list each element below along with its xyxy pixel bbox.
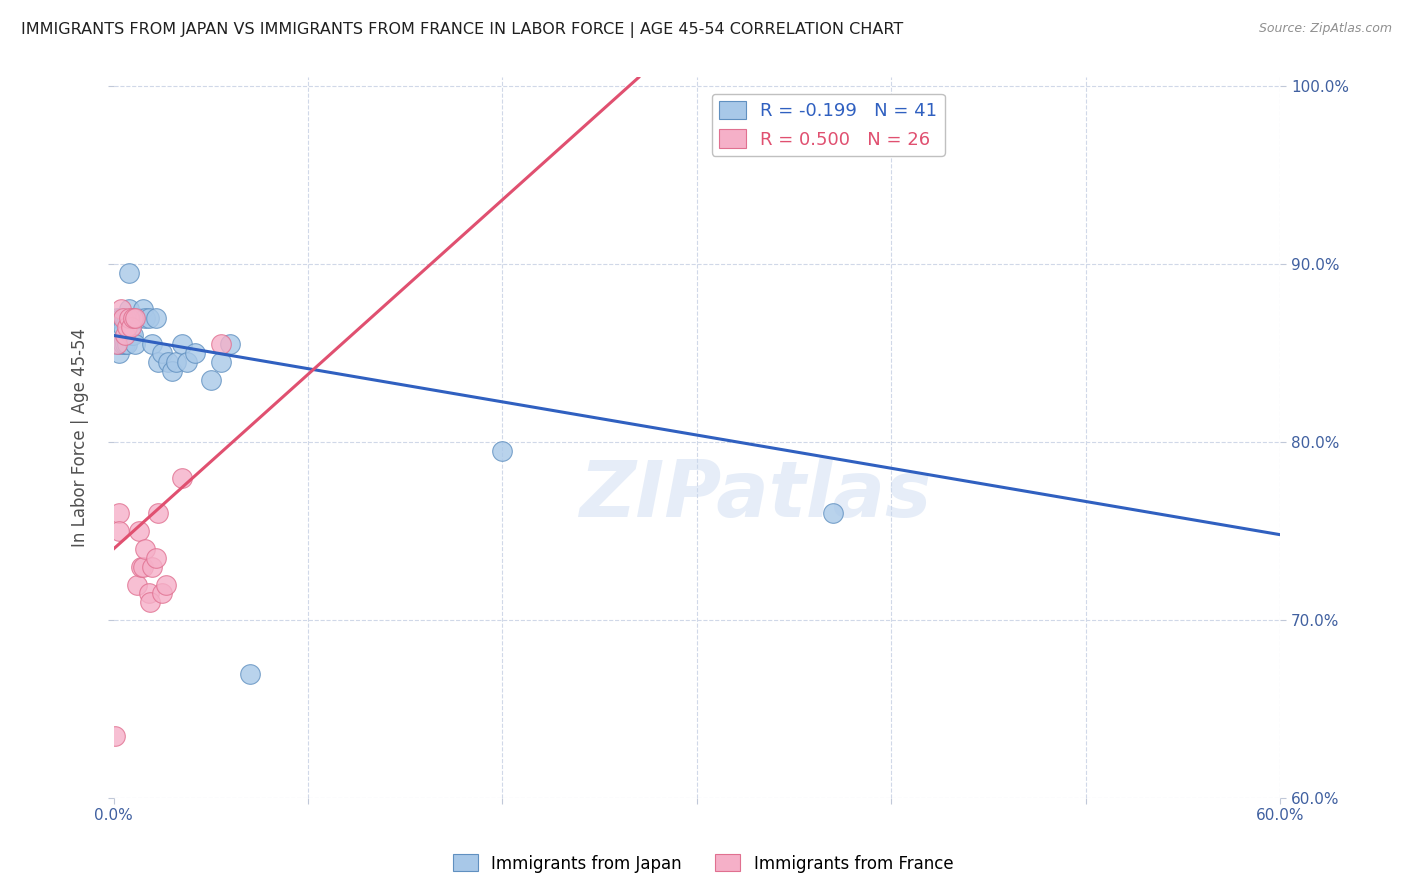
Point [170, 471, 193, 485]
Point [122, 328, 145, 343]
Point [219, 337, 242, 351]
Point [118, 301, 141, 316]
Point [141, 559, 163, 574]
Point [118, 266, 141, 280]
Point [104, 337, 127, 351]
Point [120, 319, 142, 334]
Text: IMMIGRANTS FROM JAPAN VS IMMIGRANTS FROM FRANCE IN LABOR FORCE | AGE 45-54 CORRE: IMMIGRANTS FROM JAPAN VS IMMIGRANTS FROM… [21, 22, 903, 38]
Point [145, 550, 167, 565]
Point [115, 310, 138, 325]
Point [155, 577, 177, 591]
Text: ZIPatlas: ZIPatlas [579, 458, 931, 533]
Point [148, 507, 170, 521]
Point [823, 507, 845, 521]
Legend: Immigrants from Japan, Immigrants from France: Immigrants from Japan, Immigrants from F… [446, 847, 960, 880]
Point [176, 355, 198, 369]
Point [114, 328, 136, 343]
Point [491, 444, 513, 458]
Point [108, 337, 131, 351]
Point [124, 337, 146, 351]
Point [108, 524, 131, 538]
Point [120, 328, 142, 343]
Point [120, 310, 142, 325]
Point [128, 524, 150, 538]
Point [239, 666, 262, 681]
Text: Source: ZipAtlas.com: Source: ZipAtlas.com [1258, 22, 1392, 36]
Point [110, 301, 132, 316]
Point [108, 346, 131, 360]
Y-axis label: In Labor Force | Age 45-54: In Labor Force | Age 45-54 [72, 328, 89, 548]
Point [150, 346, 173, 360]
Point [104, 729, 127, 743]
Point [114, 310, 136, 325]
Point [156, 355, 179, 369]
Point [107, 310, 129, 325]
Point [138, 310, 160, 325]
Point [129, 559, 152, 574]
Point [209, 355, 232, 369]
Point [141, 337, 163, 351]
Point [170, 337, 193, 351]
Point [112, 337, 135, 351]
Point [209, 337, 232, 351]
Point [110, 310, 132, 325]
Point [112, 319, 135, 334]
Point [118, 310, 141, 325]
Point [124, 310, 146, 325]
Point [139, 595, 162, 609]
Point [112, 310, 135, 325]
Point [132, 301, 155, 316]
Point [115, 337, 138, 351]
Legend: R = -0.199   N = 41, R = 0.500   N = 26: R = -0.199 N = 41, R = 0.500 N = 26 [711, 94, 945, 156]
Point [134, 541, 156, 556]
Point [125, 310, 148, 325]
Point [184, 346, 207, 360]
Point [134, 310, 156, 325]
Point [145, 310, 167, 325]
Point [122, 310, 145, 325]
Point [165, 355, 187, 369]
Point [110, 328, 132, 343]
Point [150, 586, 173, 600]
Point [107, 337, 129, 351]
Point [114, 337, 136, 351]
Point [122, 310, 145, 325]
Point [125, 577, 148, 591]
Point [160, 364, 183, 378]
Point [200, 373, 222, 387]
Point [138, 586, 160, 600]
Point [148, 355, 170, 369]
Point [132, 559, 155, 574]
Point [124, 310, 146, 325]
Point [128, 310, 150, 325]
Point [115, 319, 138, 334]
Point [108, 507, 131, 521]
